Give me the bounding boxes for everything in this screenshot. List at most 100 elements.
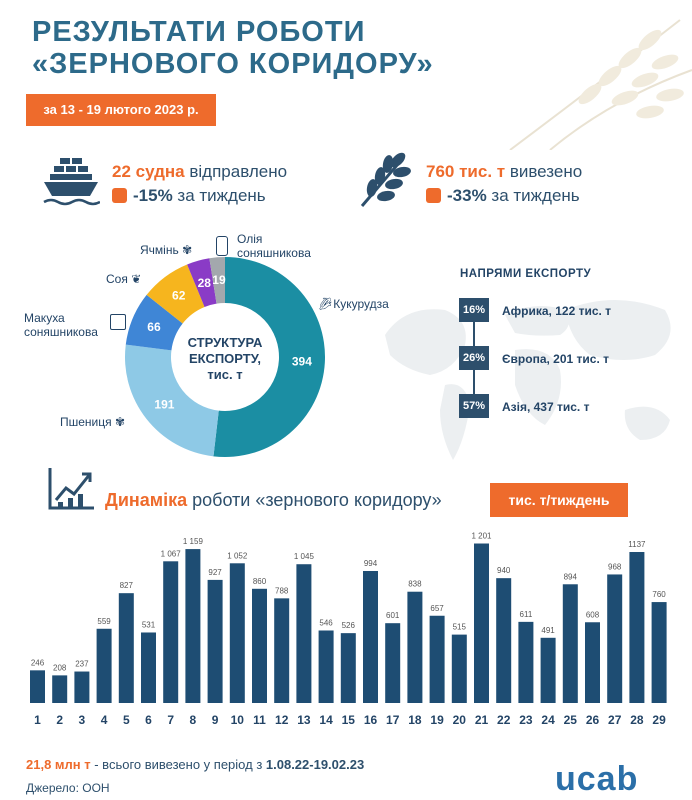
- donut-slice-4: [187, 258, 217, 308]
- export-structure-donut: 394 191 66 62 28 19: [125, 257, 325, 457]
- bar-value-label-2: 208: [53, 663, 67, 672]
- label-soy: Соя ❦: [106, 272, 141, 286]
- x-tick-label-21: 21: [475, 713, 489, 727]
- x-tick-label-14: 14: [319, 713, 333, 727]
- ships-change-text: за тиждень: [172, 186, 266, 205]
- x-tick-label-3: 3: [79, 713, 86, 727]
- barley-icon: ✾: [182, 243, 193, 257]
- export-text: вивезено: [505, 162, 583, 181]
- bar-26: [585, 622, 600, 703]
- dynamics-title: Динаміка роботи «зернового коридору»: [105, 490, 442, 511]
- bar-14: [318, 630, 334, 703]
- label-corn-text: Кукурудза: [333, 297, 389, 311]
- wheat-decoration: [509, 19, 692, 150]
- x-tick-label-2: 2: [56, 713, 63, 727]
- direction-pct-africa: 16%: [459, 298, 489, 322]
- bar-2: [52, 675, 68, 703]
- label-oil-line1: Олія: [237, 232, 263, 246]
- donut-center-line2: ЕКСПОРТУ,: [189, 351, 261, 366]
- bar-24: [540, 637, 556, 703]
- bar-7: [163, 561, 179, 703]
- bar-value-label-28: 1137: [628, 540, 646, 549]
- label-meal-line1: Макуха: [24, 311, 65, 325]
- bar-value-label-17: 601: [386, 611, 400, 620]
- donut-center-label: СТРУКТУРА ЕКСПОРТУ, тис. т: [170, 335, 280, 383]
- donut-slice-3: [146, 264, 205, 324]
- world-map-icon: [385, 300, 671, 460]
- bar-1: [30, 670, 45, 703]
- dynamics-title-rest: роботи «зернового коридору»: [187, 490, 442, 510]
- ships-stat: 22 судна відправлено: [112, 162, 287, 182]
- bar-value-label-6: 531: [142, 620, 156, 629]
- meal-package-icon: [110, 314, 126, 330]
- bar-22: [496, 578, 512, 703]
- x-tick-label-26: 26: [586, 713, 600, 727]
- bar-8: [185, 549, 201, 703]
- donut-value-label-2: 66: [147, 320, 161, 334]
- bar-value-label-9: 927: [208, 568, 222, 577]
- bar-3: [74, 671, 90, 703]
- x-tick-label-12: 12: [275, 713, 289, 727]
- directions-title: НАПРЯМИ ЕКСПОРТУ: [460, 268, 592, 280]
- bar-value-label-24: 491: [541, 626, 555, 635]
- x-tick-label-10: 10: [231, 713, 245, 727]
- label-wheat-text: Пшениця: [60, 415, 112, 429]
- trend-down-icon: [426, 188, 441, 203]
- wheat-small-icon: ✾: [114, 415, 126, 429]
- bar-5: [118, 593, 134, 703]
- bar-value-label-11: 860: [253, 577, 267, 586]
- bar-value-label-29: 760: [652, 590, 666, 599]
- ships-change: -15% за тиждень: [112, 186, 266, 206]
- bar-value-label-12: 788: [275, 586, 289, 595]
- x-tick-label-18: 18: [408, 713, 422, 727]
- bar-value-label-8: 1 159: [183, 537, 204, 546]
- ucab-logo: ucab: [555, 760, 639, 798]
- dynamics-title-accent: Динаміка: [105, 490, 188, 510]
- donut-slice-2: [125, 294, 183, 351]
- direction-label-asia: Азія, 437 тис. т: [502, 400, 590, 414]
- bar-value-label-7: 1 067: [161, 549, 182, 558]
- direction-label-europe: Європа, 201 тис. т: [502, 352, 609, 366]
- bar-13: [296, 564, 312, 703]
- label-oil-line2: соняшникова: [237, 246, 311, 260]
- total-text: - всього вивезено у період з: [90, 757, 266, 772]
- x-tick-label-17: 17: [386, 713, 400, 727]
- ship-icon: [43, 158, 100, 206]
- x-tick-label-1: 1: [34, 713, 41, 727]
- x-tick-label-25: 25: [564, 713, 578, 727]
- bar-value-label-21: 1 201: [471, 532, 492, 541]
- x-tick-label-6: 6: [145, 713, 152, 727]
- bar-28: [629, 552, 645, 703]
- bar-value-label-25: 894: [564, 572, 578, 581]
- page-title-line1: РЕЗУЛЬТАТИ РОБОТИ: [32, 16, 366, 48]
- total-value: 21,8 млн т: [26, 757, 91, 772]
- bar-15: [340, 633, 356, 703]
- bar-value-label-5: 827: [120, 581, 134, 590]
- unit-badge: тис. т/тиждень: [490, 483, 628, 517]
- bar-value-label-22: 940: [497, 566, 511, 575]
- label-meal-line2: соняшникова: [24, 325, 98, 339]
- bar-value-label-18: 838: [408, 580, 422, 589]
- x-tick-label-13: 13: [297, 713, 311, 727]
- direction-pct-europe: 26%: [459, 346, 489, 370]
- corn-icon: 🌽︎: [318, 297, 334, 311]
- export-value: 760 тис. т: [426, 162, 506, 181]
- export-change-value: -33%: [447, 186, 487, 205]
- label-barley: Ячмінь ✾: [140, 243, 192, 257]
- bar-value-label-27: 968: [608, 562, 622, 571]
- label-meal: Макуха соняшникова: [24, 311, 98, 339]
- bar-19: [429, 615, 445, 703]
- bar-12: [274, 598, 290, 703]
- x-tick-label-5: 5: [123, 713, 130, 727]
- donut-value-label-4: 28: [198, 276, 212, 290]
- label-corn: 🌽︎Кукурудза: [318, 297, 389, 311]
- donut-value-label-5: 19: [212, 273, 226, 287]
- label-wheat: Пшениця ✾: [60, 415, 125, 429]
- period-badge: за 13 - 19 лютого 2023 р.: [26, 94, 216, 126]
- ships-change-value: -15%: [133, 186, 173, 205]
- export-change-text: за тиждень: [486, 186, 580, 205]
- bar-value-label-10: 1 052: [227, 551, 248, 560]
- bar-16: [363, 570, 378, 703]
- bar-23: [518, 621, 534, 703]
- bar-value-label-15: 526: [342, 621, 356, 630]
